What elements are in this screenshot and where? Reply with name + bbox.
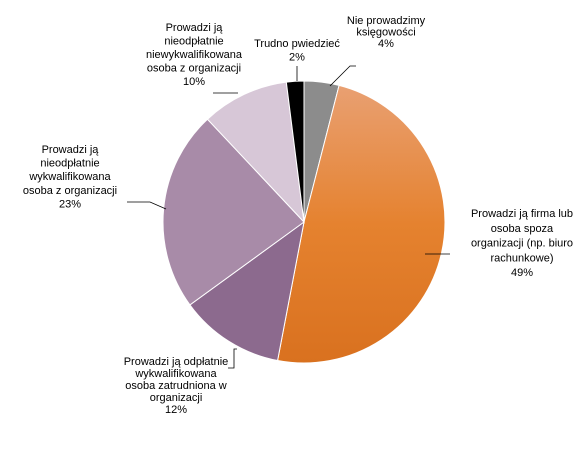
- slice-labels: Nie prowadzimy księgowości 4% Prowadzi ją f…: [23, 15, 573, 416]
- slice-label-line: osoba z organizacji: [23, 185, 117, 197]
- slice-value-label: 23%: [59, 198, 81, 210]
- slice-value-label: 12%: [165, 404, 187, 416]
- slice-label-line: Trudno pwiedzieć: [254, 38, 340, 50]
- slice-label: Prowadzi ją nieodpłatnie niewykwalifikowan…: [146, 22, 243, 88]
- slice-label-line: osoba zatrudniona w: [125, 380, 227, 392]
- slice-label-line: nieodpłatnie: [164, 36, 223, 48]
- slice-label-line: Prowadzi ją: [42, 144, 100, 156]
- slice-label: Prowadzi ją firma lub osoba spoza organiza…: [471, 208, 573, 279]
- pie-slices: [162, 80, 446, 364]
- slice-value-label: 4%: [378, 38, 394, 50]
- slice-label-line: Nie prowadzimy: [347, 15, 426, 27]
- slice-label-line: księgowości: [356, 27, 415, 39]
- pie-slice: [276, 84, 446, 364]
- slice-label-line: rachunkowe): [491, 252, 554, 264]
- slice-label: Trudno pwiedzieć 2%: [254, 38, 340, 64]
- pie-slice: [285, 80, 305, 223]
- slice-label-line: osoba z organizacji: [147, 63, 241, 75]
- slice-label-line: organizacji: [150, 392, 203, 404]
- slice-label-line: nieodpłatnie: [40, 158, 99, 170]
- leader-line: [329, 65, 356, 87]
- slice-value-label: 49%: [511, 267, 533, 279]
- slice-label: Prowadzi ją nieodpłatnie wykwalifikowana os…: [23, 144, 117, 210]
- leader-line: [127, 201, 167, 210]
- slice-label-line: niewykwalifikowana: [146, 49, 243, 61]
- pie-slice: [162, 118, 305, 306]
- slice-value-label: 10%: [183, 76, 205, 88]
- slice-label-line: Prowadzi ją firma lub: [471, 208, 573, 220]
- slice-label-line: wykwalifikowana: [134, 368, 217, 380]
- slice-label: Prowadzi ją odpłatnie wykwalifikowana osob…: [124, 356, 229, 416]
- pie-slice: [206, 81, 305, 224]
- slice-label-line: organizacji (np. biuro: [471, 238, 573, 250]
- slice-label-line: Prowadzi ją: [166, 22, 224, 34]
- slice-label-line: wykwalifikowana: [28, 171, 111, 183]
- slice-label-line: Prowadzi ją odpłatnie: [124, 356, 229, 368]
- leader-line: [228, 348, 237, 369]
- slice-value-label: 2%: [289, 52, 305, 64]
- pie-slice: [189, 220, 305, 362]
- slice-label-line: osoba spoza: [491, 223, 554, 235]
- leader-lines: [127, 65, 450, 369]
- slice-label: Nie prowadzimy księgowości 4%: [347, 15, 426, 50]
